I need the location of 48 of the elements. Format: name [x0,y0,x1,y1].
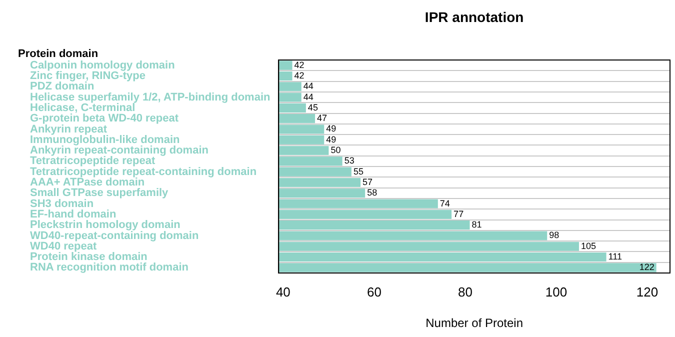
y-tick-label: AAA+ ATPase domain [30,176,145,189]
y-tick-label: Pleckstrin homology domain [30,219,181,232]
data-label: 81 [472,220,482,230]
y-tick-label: G-protein beta WD-40 repeat [30,112,179,125]
y-tick-label: Helicase superfamily 1/2, ATP-binding domain [30,91,271,104]
y-tick-label: PDZ domain [30,80,94,93]
y-tick-label: SH3 domain [30,198,94,210]
x-axis-title: Number of Protein [426,316,524,330]
data-label: 49 [326,134,336,144]
y-tick-label: Tetratricopeptide repeat [30,155,156,168]
data-label: 122 [639,262,654,272]
data-label: 58 [367,188,378,198]
y-tick-label: Small GTPase superfamily [30,187,170,200]
data-label: 42 [294,60,304,70]
x-tick-label: 120 [636,284,658,300]
data-label: 42 [294,70,304,80]
y-tick-label: Tetratricopeptide repeat-containing domain [30,166,257,178]
x-tick-label: 100 [545,284,568,300]
y-tick-label: Calponin homology domain [30,59,176,72]
y-tick-label: Zinc finger, RING-type [30,70,146,82]
data-label: 77 [454,208,464,219]
data-label: 44 [303,81,314,92]
chart-title: IPR annotation [424,9,524,25]
x-tick-label: 60 [366,284,382,300]
data-label: 50 [330,145,341,156]
data-label: 45 [308,102,318,112]
data-label: 53 [344,156,354,166]
y-tick-label: WD40-repeat-containing domain [30,230,199,242]
y-tick-label: Ankyrin repeat [30,123,108,136]
x-tick-label: 80 [458,284,472,300]
data-label: 98 [549,230,560,240]
data-label: 74 [440,198,450,208]
data-label: 55 [353,166,364,176]
data-label: 47 [317,113,328,124]
data-label: 111 [608,252,622,262]
y-tick-label: Immunoglobulin-like domain [30,134,180,146]
data-label: 44 [303,92,314,102]
y-tick-label: Helicase, C-terminal [30,102,136,114]
y-tick-label: EF-hand domain [30,208,116,220]
y-tick-label: RNA recognition motif domain [30,262,189,274]
y-tick-label: Ankyrin repeat-containing domain [30,144,209,157]
y-tick-label: Protein kinase domain [30,251,148,264]
y-tick-label: WD40 repeat [30,240,97,252]
data-label: 105 [580,240,596,251]
y-axis-title: Protein domain [18,48,98,60]
data-label: 49 [326,124,336,134]
x-tick-label: 40 [276,284,290,300]
data-label: 57 [362,176,373,187]
